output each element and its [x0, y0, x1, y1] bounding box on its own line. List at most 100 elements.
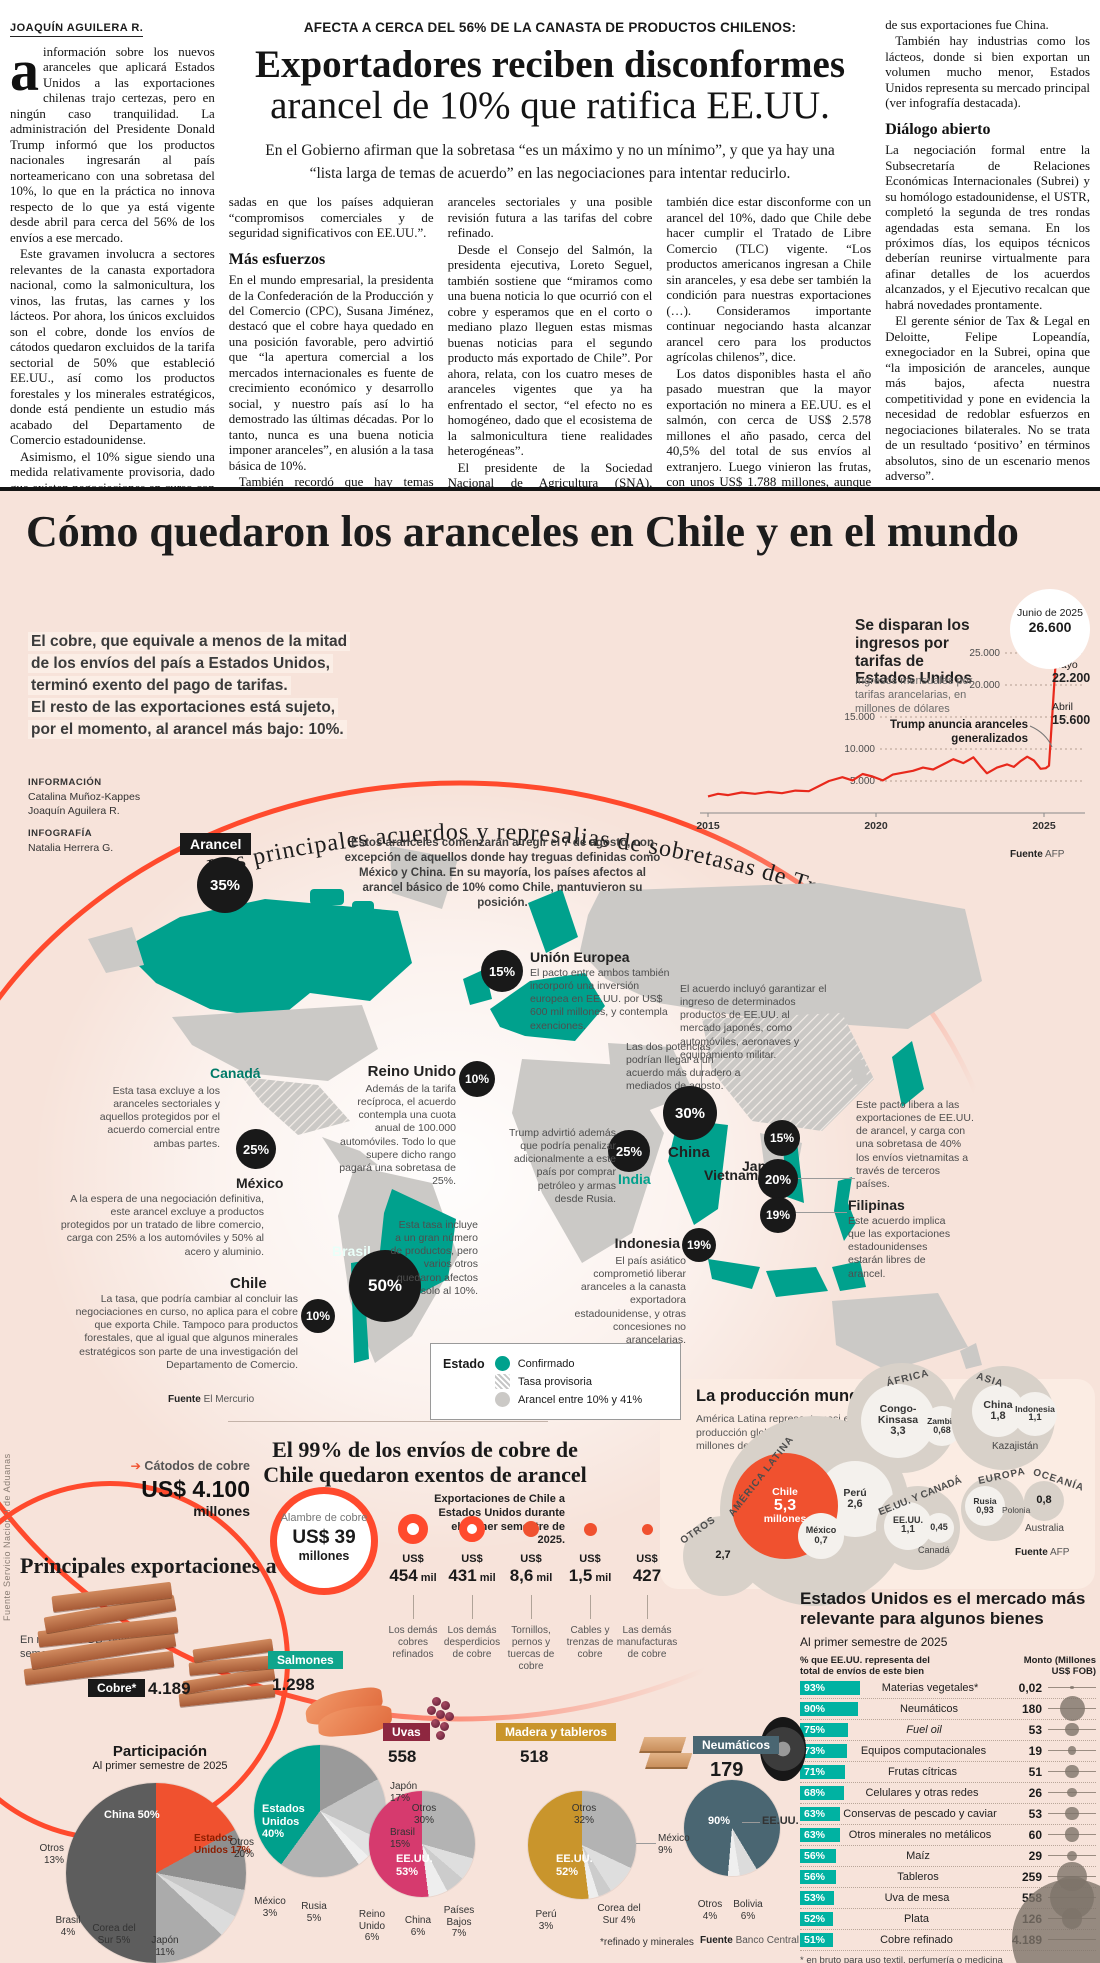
- uvas-tag: Uvas: [383, 1723, 430, 1741]
- madera-tag: Madera y tableros: [496, 1723, 617, 1741]
- us-market-subtitle: Al primer semestre de 2025: [800, 1634, 948, 1649]
- paragraph: La negociación formal entre la Subsecret…: [885, 143, 1090, 312]
- alambre-unit: millones: [298, 1548, 350, 1563]
- paragraph: También hay industrias como los lácteos,…: [885, 34, 1090, 111]
- monto-bubble: [1065, 1764, 1079, 1779]
- pct-bar: 52%: [800, 1911, 833, 1926]
- paragraph: a información sobre los nuevos aranceles…: [10, 38, 215, 245]
- monto-bubble: [1065, 1806, 1079, 1821]
- intro-sentence: El resto de las exportaciones está sujet…: [28, 698, 347, 739]
- pct-bar: 90%: [800, 1701, 858, 1716]
- market-row: 90% Neumáticos 180: [800, 1696, 1096, 1722]
- copper-item-label: Las demás manufacturas de cobre: [616, 1625, 678, 1660]
- pct-bar: 71%: [800, 1764, 845, 1779]
- pct-bar: 56%: [800, 1848, 836, 1863]
- pie-label: EE.UU. 52%: [556, 1853, 593, 1878]
- paragraph: Desde el Consejo del Salmón, la presiden…: [447, 242, 653, 459]
- salmones-tag: Salmones: [268, 1651, 343, 1669]
- label-kazajistan: Kazajistán: [992, 1441, 1039, 1452]
- pct-bar: 56%: [800, 1869, 836, 1884]
- alambre-value: US$ 39: [292, 1526, 356, 1548]
- row-label: Celulares y otras redes: [865, 1786, 979, 1799]
- label-uk: Reino Unido: [367, 1063, 456, 1080]
- pct-bar: 93%: [800, 1680, 860, 1695]
- arancel-tag: Arancel: [180, 833, 252, 855]
- label-australia: Australia: [1025, 1523, 1064, 1534]
- subhead-dialogo-abierto: Diálogo abierto: [885, 120, 991, 138]
- map-source: Fuente El Mercurio: [168, 1394, 255, 1405]
- pie-label: Japón 11%: [151, 1935, 179, 1958]
- leader-line: [636, 1843, 656, 1844]
- note-mexico: A la espera de una negociación definitiv…: [60, 1193, 264, 1258]
- label-india: India: [618, 1171, 651, 1187]
- peak-label: Junio de 2025: [1017, 607, 1083, 619]
- paragraph: también dice estar disconforme con un ar…: [666, 195, 872, 365]
- legend-range-swatch: [495, 1392, 510, 1407]
- market-row: 51%Cobre refinado4.189: [800, 1879, 1100, 1963]
- pct-bar: 73%: [800, 1743, 847, 1758]
- pie-callout: EE.UU.: [762, 1815, 799, 1827]
- world-map: Arancel 35% Canadá Esta tasa excluye a l…: [60, 831, 1020, 1371]
- svg-text:2020: 2020: [864, 820, 888, 832]
- chart-title: Se disparan los ingresos por tarifas de …: [855, 617, 973, 688]
- credits-label: INFORMACIÓN: [28, 777, 102, 788]
- bubble-mexico: México 0,7: [798, 1513, 844, 1559]
- byline: JOAQUÍN AGUILERA R.: [10, 22, 144, 37]
- cobre-tag: Cobre*: [88, 1679, 146, 1697]
- copper-item-value: US$ 8,6 mil: [509, 1553, 553, 1586]
- rate-indonesia: 19%: [682, 1228, 716, 1262]
- deck: En el Gobierno afirman que la sobretasa …: [265, 141, 835, 183]
- monto-bubble: [1064, 1827, 1080, 1842]
- map-center-note: Estos aranceles comenzarán a regir el 7 …: [344, 837, 661, 909]
- cobre-value: 4.189: [148, 1679, 191, 1698]
- pct-bar: 75%: [800, 1722, 848, 1737]
- copper-item-value: US$ 427: [632, 1553, 662, 1586]
- row-value: 26: [1028, 1785, 1042, 1800]
- neumaticos-tag: Neumáticos: [693, 1736, 780, 1754]
- row-label: Otros minerales no metálicos: [848, 1828, 992, 1841]
- bubble-indonesia: Indonesia 1,1: [1013, 1392, 1057, 1436]
- monto-bubble: [1067, 1787, 1077, 1798]
- pct-bar: 63%: [800, 1827, 840, 1842]
- pies-footnote: *refinado y minerales: [600, 1937, 694, 1948]
- svg-text:20.000: 20.000: [969, 680, 1000, 691]
- cobre-image: [175, 1631, 285, 1716]
- participacion-header: Participación Al primer semestre de 2025: [92, 1743, 228, 1772]
- copper-heading: El 99% de los envíos de cobre de Chile q…: [263, 1437, 587, 1488]
- pies-source: Fuente Banco Central: [700, 1935, 799, 1946]
- row-value: 19: [1028, 1743, 1042, 1758]
- svg-text:15.000: 15.000: [844, 712, 875, 723]
- copper-item-circle: [641, 1523, 653, 1535]
- subhead-mas-esfuerzos: Más esfuerzos: [228, 250, 326, 268]
- market-row: 63% Conservas de pescado y caviar 53: [800, 1804, 1096, 1825]
- label-china: China: [668, 1144, 710, 1161]
- salmones-total: 1.298: [272, 1675, 315, 1694]
- copper-item-value: US$ 431 mil: [448, 1553, 496, 1586]
- paragraph: Este gravamen involucra a sectores relev…: [10, 247, 215, 448]
- neumaticos-pie: [684, 1780, 780, 1876]
- legend-confirmed: Confirmado: [517, 1357, 575, 1370]
- market-row: 63% Otros minerales no metálicos 60: [800, 1825, 1096, 1846]
- label-polonia: Polonia: [1002, 1505, 1031, 1515]
- catodos-unit: millones: [193, 1503, 250, 1519]
- headline-bold: Exportadores reciben disconformes: [254, 43, 845, 86]
- leader-line: [796, 1178, 855, 1179]
- pie-label: Bolivia 6%: [733, 1899, 763, 1922]
- infographic-intro: El cobre, que equivale a menos de la mit…: [28, 631, 358, 741]
- leader-line: [742, 1822, 760, 1823]
- paragraph: En el mundo empresarial, la presidenta d…: [228, 273, 434, 473]
- salmones-pie: [254, 1745, 386, 1877]
- row-value: 259: [1021, 1869, 1042, 1884]
- row-label: Uva de mesa: [884, 1891, 950, 1904]
- copper-production-panel: La producción mundial de cobre América L…: [660, 1363, 1095, 1606]
- monto-bubble: [1065, 1722, 1079, 1737]
- row-value: 60: [1028, 1827, 1042, 1842]
- rate-mexico: 25%: [236, 1129, 276, 1169]
- row-label: Conservas de pescado y caviar: [843, 1807, 997, 1820]
- pie-label: Otros 13%: [39, 1843, 64, 1866]
- credit-name: Catalina Muñoz-Kappes: [28, 790, 141, 803]
- peak-value: 26.600: [1028, 619, 1072, 635]
- market-row: 75% Fuel oil 53: [800, 1720, 1096, 1741]
- tariff-income-chart: Se disparan los ingresos por tarifas de …: [680, 589, 1095, 866]
- uvas-pie: [369, 1791, 475, 1897]
